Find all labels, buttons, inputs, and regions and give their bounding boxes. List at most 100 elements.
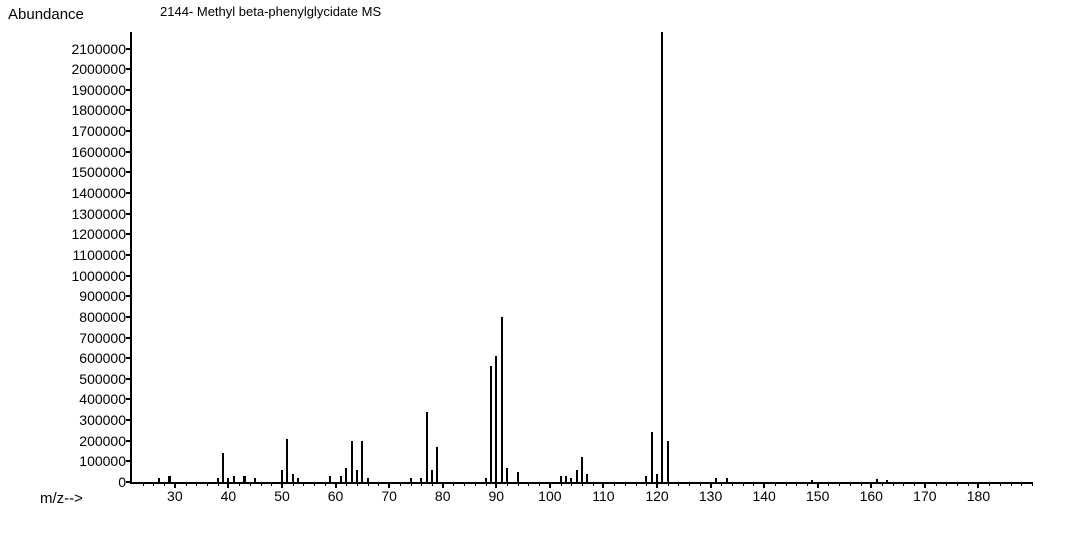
y-tick-mark bbox=[126, 151, 132, 153]
x-minor-tick bbox=[378, 482, 379, 486]
y-tick-label: 500000 bbox=[79, 371, 126, 387]
y-tick-label: 1700000 bbox=[71, 123, 126, 139]
x-minor-tick bbox=[1000, 482, 1001, 486]
spectrum-peak bbox=[410, 478, 412, 482]
spectrum-peak bbox=[811, 480, 813, 482]
x-minor-tick bbox=[346, 482, 347, 486]
x-minor-tick bbox=[850, 482, 851, 486]
x-tick-mark bbox=[977, 482, 979, 488]
x-tick-mark bbox=[227, 482, 229, 488]
x-minor-tick bbox=[582, 482, 583, 486]
x-tick-mark bbox=[281, 482, 283, 488]
y-tick-mark bbox=[126, 460, 132, 462]
x-minor-tick bbox=[646, 482, 647, 486]
spectrum-peak bbox=[651, 432, 653, 482]
x-minor-tick bbox=[400, 482, 401, 486]
y-tick-label: 300000 bbox=[79, 412, 126, 428]
x-minor-tick bbox=[796, 482, 797, 486]
x-tick-label: 80 bbox=[435, 488, 451, 504]
y-axis-label: Abundance bbox=[8, 6, 84, 23]
x-minor-tick bbox=[882, 482, 883, 486]
x-minor-tick bbox=[207, 482, 208, 486]
y-tick-label: 700000 bbox=[79, 330, 126, 346]
x-minor-tick bbox=[989, 482, 990, 486]
spectrum-peak bbox=[361, 441, 363, 482]
x-minor-tick bbox=[475, 482, 476, 486]
y-tick-label: 600000 bbox=[79, 350, 126, 366]
y-tick-mark bbox=[126, 130, 132, 132]
spectrum-peak bbox=[436, 447, 438, 482]
spectrum-peak bbox=[560, 476, 562, 482]
x-minor-tick bbox=[839, 482, 840, 486]
x-minor-tick bbox=[518, 482, 519, 486]
x-minor-tick bbox=[689, 482, 690, 486]
x-minor-tick bbox=[196, 482, 197, 486]
x-tick-mark bbox=[602, 482, 604, 488]
spectrum-peak bbox=[490, 366, 492, 482]
x-minor-tick bbox=[743, 482, 744, 486]
x-minor-tick bbox=[357, 482, 358, 486]
spectrum-peak bbox=[501, 317, 503, 482]
y-tick-mark bbox=[126, 254, 132, 256]
x-tick-mark bbox=[174, 482, 176, 488]
x-minor-tick bbox=[143, 482, 144, 486]
x-tick-label: 150 bbox=[806, 488, 829, 504]
y-tick-mark bbox=[126, 440, 132, 442]
spectrum-peak bbox=[351, 441, 353, 482]
spectrum-peak bbox=[233, 476, 235, 482]
y-tick-mark bbox=[126, 48, 132, 50]
x-minor-tick bbox=[893, 482, 894, 486]
y-tick-label: 1100000 bbox=[73, 247, 126, 263]
x-tick-label: 90 bbox=[488, 488, 504, 504]
y-tick-label: 1500000 bbox=[71, 164, 126, 180]
y-tick-label: 2100000 bbox=[71, 41, 126, 57]
x-minor-tick bbox=[786, 482, 787, 486]
spectrum-peak bbox=[367, 478, 369, 482]
spectrum-peak bbox=[356, 470, 358, 482]
spectrum-peak bbox=[329, 476, 331, 482]
mass-spectrum-chart: Abundance 2144- Methyl beta-phenylglycid… bbox=[0, 0, 1066, 533]
spectrum-peak bbox=[292, 474, 294, 482]
spectrum-peak bbox=[517, 472, 519, 482]
x-minor-tick bbox=[421, 482, 422, 486]
spectrum-peak bbox=[420, 478, 422, 482]
spectrum-peak bbox=[345, 468, 347, 482]
x-minor-tick bbox=[700, 482, 701, 486]
y-tick-mark bbox=[126, 378, 132, 380]
x-tick-label: 30 bbox=[167, 488, 183, 504]
x-tick-mark bbox=[495, 482, 497, 488]
x-minor-tick bbox=[571, 482, 572, 486]
x-minor-tick bbox=[678, 482, 679, 486]
x-minor-tick bbox=[507, 482, 508, 486]
y-tick-label: 1000000 bbox=[71, 268, 126, 284]
y-tick-label: 1200000 bbox=[71, 226, 126, 242]
x-tick-label: 160 bbox=[860, 488, 883, 504]
x-tick-label: 180 bbox=[967, 488, 990, 504]
x-minor-tick bbox=[250, 482, 251, 486]
x-minor-tick bbox=[293, 482, 294, 486]
x-axis-label: m/z--> bbox=[40, 490, 83, 507]
spectrum-peak bbox=[565, 476, 567, 482]
spectrum-peak bbox=[297, 478, 299, 482]
y-tick-label: 400000 bbox=[79, 391, 126, 407]
x-minor-tick bbox=[314, 482, 315, 486]
spectrum-peak bbox=[222, 453, 224, 482]
x-tick-mark bbox=[335, 482, 337, 488]
y-tick-label: 800000 bbox=[79, 309, 126, 325]
spectrum-peak bbox=[726, 478, 728, 482]
y-tick-mark bbox=[126, 233, 132, 235]
x-tick-label: 100 bbox=[538, 488, 561, 504]
x-tick-mark bbox=[817, 482, 819, 488]
x-minor-tick bbox=[486, 482, 487, 486]
x-minor-tick bbox=[1032, 482, 1033, 486]
x-minor-tick bbox=[732, 482, 733, 486]
x-tick-mark bbox=[388, 482, 390, 488]
spectrum-peak bbox=[431, 470, 433, 482]
x-tick-label: 40 bbox=[221, 488, 237, 504]
spectrum-peak bbox=[667, 441, 669, 482]
x-minor-tick bbox=[593, 482, 594, 486]
plot-area: 0100000200000300000400000500000600000700… bbox=[130, 32, 1032, 484]
x-minor-tick bbox=[153, 482, 154, 486]
x-minor-tick bbox=[861, 482, 862, 486]
spectrum-peak bbox=[570, 478, 572, 482]
